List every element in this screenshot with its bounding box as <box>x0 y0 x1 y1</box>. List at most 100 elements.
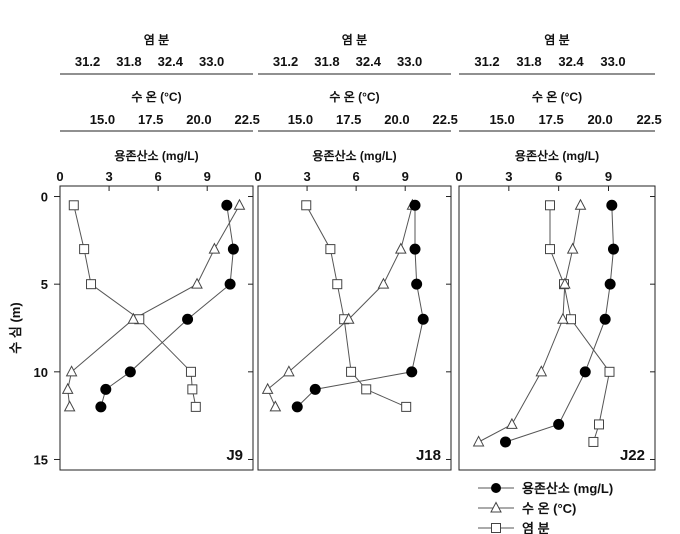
salinity-point <box>187 384 198 395</box>
salinity-axis-title: 염 분 <box>544 32 569 47</box>
salinity-tick-label: 31.2 <box>273 54 298 69</box>
salinity-tick-label: 31.2 <box>474 54 499 69</box>
temperature-tick-label: 20.0 <box>384 112 409 127</box>
temperature-point <box>61 382 74 394</box>
salinity-point <box>588 436 599 447</box>
station-label: J22 <box>620 447 645 464</box>
temperature-tick-label: 15.0 <box>288 112 313 127</box>
salinity-tick-label: 31.8 <box>116 54 141 69</box>
salinity-axis-title: 염 분 <box>144 32 169 47</box>
oxygen-tick-label: 3 <box>505 169 512 184</box>
salinity-point <box>545 244 555 255</box>
plot-frame-j22 <box>458 185 656 471</box>
salinity-line <box>73 205 197 407</box>
temperature-point <box>283 365 295 377</box>
temperature-point <box>566 242 579 254</box>
oxygen-point <box>124 366 136 378</box>
legend-label-salinity: 염 분 <box>522 521 550 534</box>
temperature-point <box>535 365 548 377</box>
oxygen-axis-title: 용존산소 (mg/L) <box>515 148 599 163</box>
legend-oxygen-marker <box>491 483 501 493</box>
legend-salinity-marker <box>491 523 501 533</box>
oxygen-point <box>500 436 512 448</box>
temperature-tick-label: 17.5 <box>538 112 563 127</box>
salinity-point <box>332 279 343 290</box>
oxygen-point <box>309 383 321 395</box>
temperature-point <box>472 435 485 447</box>
y-axis-label: 수 심 (m) <box>8 302 23 353</box>
oxygen-point <box>553 418 565 430</box>
oxygen-point <box>100 383 112 395</box>
oxygen-point <box>599 313 611 325</box>
salinity-point <box>594 419 604 430</box>
salinity-point <box>325 244 336 255</box>
y-tick-label: 10 <box>34 365 48 380</box>
temperature-point <box>261 382 274 394</box>
oxygen-tick-label: 9 <box>605 169 612 184</box>
legend-label-temperature: 수 온 (°C) <box>522 501 576 516</box>
legend-label-oxygen: 용존산소 (mg/L) <box>522 481 613 496</box>
temperature-point <box>342 312 355 324</box>
oxygen-point <box>411 278 423 290</box>
temperature-tick-label: 22.5 <box>235 112 260 127</box>
salinity-point <box>361 384 372 395</box>
temperature-tick-label: 17.5 <box>336 112 361 127</box>
salinity-tick-label: 33.0 <box>397 54 422 69</box>
temperature-point <box>208 242 221 254</box>
temperature-tick-label: 20.0 <box>587 112 612 127</box>
oxygen-point <box>606 199 618 211</box>
oxygen-point <box>291 401 303 413</box>
temperature-point <box>269 400 282 412</box>
temperature-tick-label: 22.5 <box>433 112 458 127</box>
temperature-point <box>63 400 76 412</box>
oxygen-point <box>182 313 194 325</box>
temperature-point <box>233 198 246 210</box>
oxygen-point <box>604 278 616 290</box>
salinity-point <box>346 366 357 377</box>
plot-frame-j18 <box>257 185 452 471</box>
salinity-point <box>185 366 196 377</box>
temperature-point <box>191 277 203 289</box>
salinity-point <box>545 200 555 211</box>
oxygen-axis-title: 용존산소 (mg/L) <box>114 148 198 163</box>
salinity-point <box>604 366 615 377</box>
salinity-tick-label: 33.0 <box>199 54 224 69</box>
temperature-point <box>506 417 518 429</box>
oxygen-tick-label: 6 <box>353 169 360 184</box>
temperature-axis-title: 수 온 (°C) <box>532 89 582 104</box>
oxygen-tick-label: 9 <box>402 169 409 184</box>
temperature-axis-title: 수 온 (°C) <box>329 89 379 104</box>
station-label: J9 <box>226 447 243 464</box>
oxygen-point <box>227 243 239 255</box>
y-tick-label: 15 <box>34 452 48 467</box>
salinity-point <box>190 401 201 412</box>
oxygen-point <box>417 313 429 325</box>
salinity-line <box>305 205 407 408</box>
plot-frame-j9 <box>59 185 254 471</box>
oxygen-tick-label: 0 <box>254 169 261 184</box>
salinity-point <box>401 401 412 412</box>
oxygen-point <box>221 199 233 211</box>
temperature-tick-label: 15.0 <box>489 112 514 127</box>
salinity-tick-label: 33.0 <box>600 54 625 69</box>
salinity-point <box>86 279 97 290</box>
oxygen-point <box>607 243 619 255</box>
oxygen-tick-label: 3 <box>303 169 310 184</box>
oxygen-tick-label: 6 <box>155 169 162 184</box>
temperature-tick-label: 15.0 <box>90 112 115 127</box>
oxygen-tick-label: 9 <box>204 169 211 184</box>
oxygen-point <box>406 366 418 378</box>
temperature-point <box>65 365 78 377</box>
oxygen-point <box>409 199 421 211</box>
oxygen-point <box>224 278 236 290</box>
legend <box>478 483 514 533</box>
salinity-tick-label: 31.2 <box>75 54 100 69</box>
salinity-tick-label: 31.8 <box>516 54 541 69</box>
salinity-axis-title: 염 분 <box>342 32 367 47</box>
temperature-point <box>557 312 569 324</box>
salinity-point <box>79 244 90 255</box>
oxygen-axis-title: 용존산소 (mg/L) <box>312 148 396 163</box>
oxygen-tick-label: 3 <box>105 169 112 184</box>
y-tick-label: 0 <box>41 190 48 205</box>
